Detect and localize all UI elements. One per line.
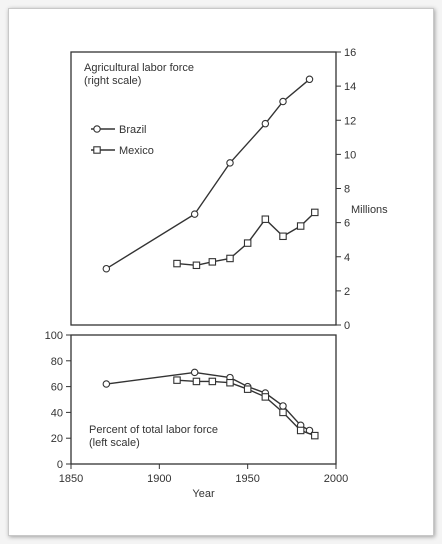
top-mexico-point — [311, 208, 319, 217]
legend-label-brazil: Brazil — [119, 124, 147, 136]
right-y-tick-label: 16 — [344, 47, 356, 59]
top-mexico-line — [176, 211, 316, 266]
bottom-mexico-point — [279, 408, 287, 417]
legend-marker-brazil — [93, 125, 101, 133]
x-tick-label: 1950 — [235, 473, 259, 485]
top-panel-annotation-line: (right scale) — [84, 75, 141, 87]
top-brazil-point — [261, 119, 270, 128]
left-y-tick-label: 80 — [51, 356, 63, 368]
left-y-tick-label: 0 — [57, 459, 63, 471]
bottom-panel-annotation-line: (left scale) — [89, 437, 140, 449]
top-brazil-line — [105, 78, 310, 270]
right-y-tick-label: 2 — [344, 286, 350, 298]
top-mexico-point — [192, 261, 201, 270]
bottom-mexico-point — [311, 431, 319, 440]
right-y-axis-label: Millions — [351, 204, 388, 216]
right-y-tick-label: 10 — [344, 149, 356, 161]
x-tick-label: 1900 — [147, 473, 171, 485]
x-axis-label: Year — [192, 488, 215, 500]
x-tick-label: 1850 — [59, 473, 83, 485]
right-y-tick-label: 0 — [344, 320, 350, 332]
top-mexico-point — [208, 258, 217, 266]
bottom-panel-frame — [70, 334, 337, 465]
left-y-tick-label: 20 — [51, 433, 63, 445]
right-y-tick-label: 14 — [344, 81, 356, 93]
left-y-tick-label: 60 — [51, 382, 63, 394]
top-mexico-point — [243, 239, 252, 247]
top-panel-annotation-line: Agricultural labor force — [84, 62, 194, 74]
bottom-brazil-point — [190, 368, 199, 377]
bottom-mexico-point — [296, 426, 305, 435]
bottom-mexico-point — [192, 377, 201, 386]
bottom-panel-annotation-line: Percent of total labor force — [89, 424, 218, 436]
top-mexico-point — [261, 215, 270, 223]
left-y-tick-label: 40 — [51, 407, 63, 419]
figure-page: 0 2 4 6 8 10 12 14 16 Millions 0 20 40 60 80 100 1850 190… — [8, 8, 434, 536]
top-mexico-point — [279, 232, 287, 241]
top-brazil-point — [226, 159, 234, 167]
bottom-brazil-point — [102, 380, 111, 388]
right-y-tick-label: 8 — [344, 184, 350, 196]
bottom-mexico-point — [208, 377, 217, 386]
top-panel-frame — [70, 51, 337, 326]
right-y-tick-label: 6 — [344, 218, 350, 230]
bottom-brazil-point — [279, 402, 287, 410]
bottom-brazil-line — [106, 371, 310, 432]
bottom-mexico-point — [261, 393, 270, 401]
labor-force-chart: 0 2 4 6 8 10 12 14 16 Millions 0 20 40 60 80 100 1850 190… — [45, 47, 389, 500]
top-mexico-point — [173, 259, 181, 268]
top-brazil-point — [305, 75, 314, 84]
bottom-mexico-point — [243, 385, 252, 393]
x-tick-label: 2000 — [324, 473, 348, 485]
top-brazil-point — [102, 264, 111, 273]
bottom-mexico-point — [226, 378, 234, 387]
bottom-mexico-point — [173, 376, 181, 384]
legend-label-mexico: Mexico — [119, 145, 154, 157]
legend-marker-mexico — [93, 146, 101, 154]
left-y-tick-label: 100 — [45, 330, 63, 342]
right-y-tick-label: 4 — [344, 252, 350, 264]
top-brazil-point — [279, 97, 287, 106]
top-brazil-point — [190, 210, 199, 218]
top-mexico-point — [296, 222, 305, 230]
top-mexico-point — [226, 254, 234, 263]
right-y-tick-label: 12 — [344, 115, 356, 127]
